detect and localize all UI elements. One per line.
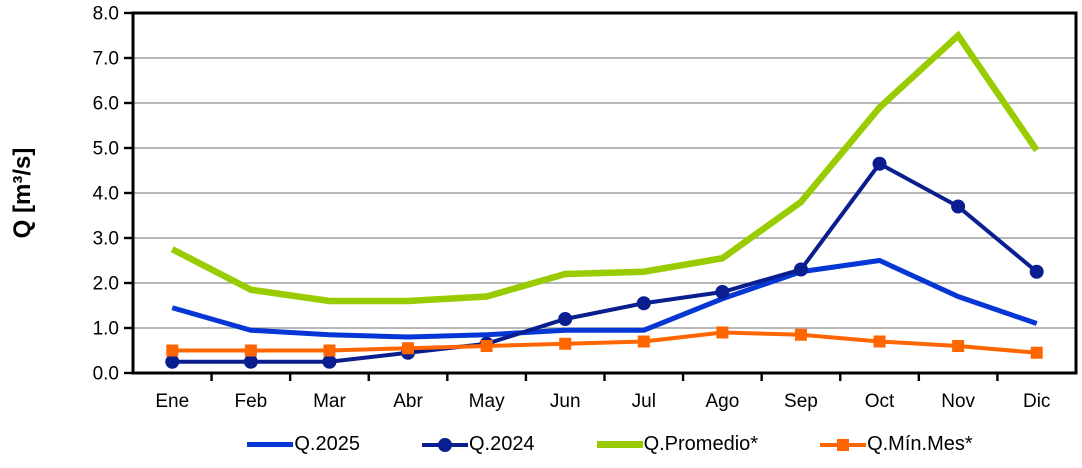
x-tick-label: Ene [155, 391, 189, 412]
q2025-line-swatch-icon [247, 442, 294, 447]
square-marker-qmnmes [323, 344, 336, 357]
y-tick-label: 0.0 [93, 364, 119, 385]
x-tick-label: Sep [784, 391, 818, 412]
x-tick-label: May [469, 391, 505, 412]
circle-marker-q2024 [636, 296, 651, 311]
circle-marker-q2024 [322, 354, 337, 369]
circle-marker-q2024 [165, 354, 180, 369]
square-marker-qmnmes [873, 335, 886, 348]
square-marker-qmnmes [559, 337, 572, 350]
series-line-q2025 [171, 257, 1038, 340]
minmes-line-swatch-icon [820, 438, 867, 451]
legend-item-q2024: Q.2024 [421, 433, 535, 456]
x-tick-label: Ago [705, 391, 739, 412]
square-marker-qmnmes [480, 340, 493, 352]
series-line-qpromedio [170, 30, 1040, 305]
legend-label-promedio: Q.Promedio* [643, 433, 759, 455]
legend-item-minmes: Q.Mín.Mes* [820, 433, 973, 456]
circle-marker-q2024 [872, 156, 887, 171]
y-tick-label: 5.0 [93, 139, 119, 160]
chart-legend: Q.2025 Q.2024 Q.Promedio* Q.Mín.Mes* [0, 433, 1082, 456]
legend-item-q2025: Q.2025 [247, 433, 360, 456]
x-tick-label: Jun [550, 391, 581, 412]
square-marker-qmnmes [1030, 346, 1043, 359]
circle-marker-q2024 [951, 199, 966, 214]
y-tick-label: 2.0 [93, 274, 119, 295]
y-tick-label: 4.0 [93, 184, 119, 205]
y-axis-label: Q [m³/s] [9, 148, 36, 239]
series-line-q2024 [172, 161, 1038, 364]
y-tick-label: 1.0 [93, 319, 119, 340]
circle-marker-q2024 [1029, 264, 1044, 279]
square-marker-qmnmes [166, 344, 179, 357]
q2024-line-swatch-icon [421, 437, 468, 452]
promedio-line-swatch-icon [596, 441, 643, 448]
x-tick-label: Jul [632, 391, 656, 412]
circle-marker-q2024 [793, 262, 808, 277]
x-tick-label: Abr [393, 391, 423, 412]
y-tick-label: 8.0 [93, 4, 119, 25]
y-tick-label: 6.0 [93, 94, 119, 115]
series-line-qmnmes [172, 330, 1037, 355]
square-marker-icon [837, 438, 850, 451]
x-tick-label: Dic [1023, 391, 1050, 412]
square-marker-qmnmes [244, 344, 257, 357]
x-tick-label: Mar [313, 391, 346, 412]
circle-marker-q2024 [715, 285, 730, 299]
circle-marker-q2024 [558, 312, 573, 326]
legend-item-promedio: Q.Promedio* [596, 433, 759, 456]
square-marker-qmnmes [794, 328, 807, 341]
legend-label-q2024: Q.2024 [468, 433, 535, 455]
circle-marker-icon [437, 437, 452, 452]
x-tick-label: Nov [941, 391, 975, 412]
legend-label-minmes: Q.Mín.Mes* [867, 433, 973, 455]
square-marker-qmnmes [952, 340, 965, 352]
circle-marker-q2024 [243, 354, 258, 369]
legend-label-q2025: Q.2025 [294, 433, 360, 455]
x-tick-label: Oct [865, 391, 895, 412]
square-marker-qmnmes [402, 342, 415, 355]
square-marker-qmnmes [637, 335, 650, 348]
y-tick-label: 3.0 [93, 229, 119, 250]
square-marker-qmnmes [716, 326, 729, 339]
x-tick-label: Feb [235, 391, 268, 412]
y-tick-label: 7.0 [93, 49, 119, 70]
